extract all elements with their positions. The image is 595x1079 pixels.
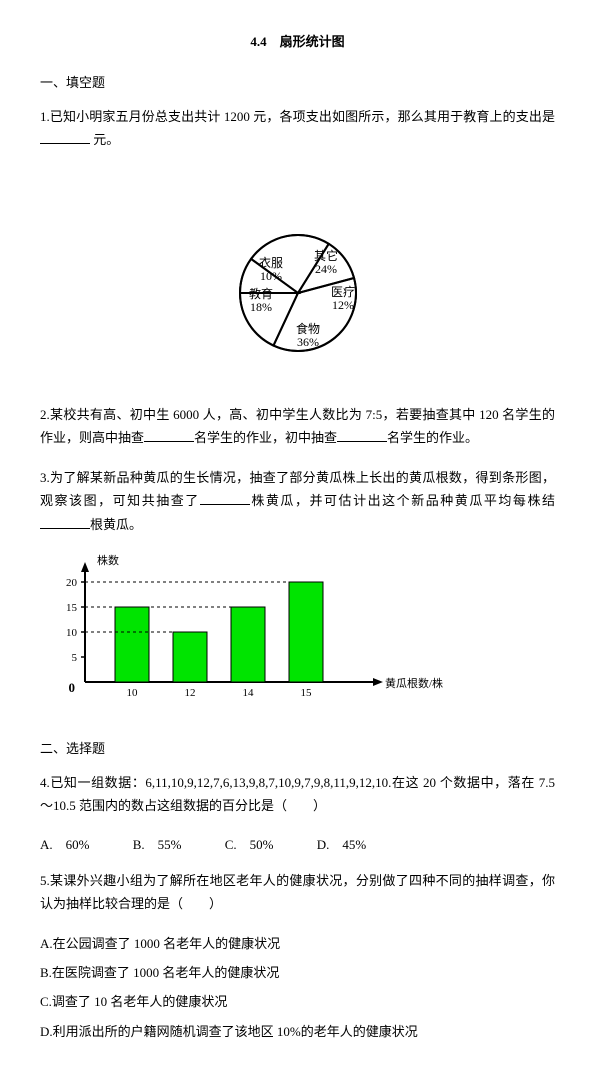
- svg-text:食物: 食物: [295, 321, 319, 336]
- q4-options: A. 60% B. 55% C. 50% D. 45%: [40, 833, 555, 856]
- svg-text:10%: 10%: [260, 269, 282, 283]
- svg-text:14: 14: [243, 687, 255, 699]
- q4-opt-a: A. 60%: [40, 833, 89, 856]
- q5-opt-a: A.在公园调查了 1000 名老年人的健康状况: [40, 932, 555, 955]
- question-5: 5.某课外兴趣小组为了解所在地区老年人的健康状况，分别做了四种不同的抽样调查，你…: [40, 869, 555, 916]
- svg-text:18%: 18%: [250, 300, 272, 314]
- question-3: 3.为了解某新品种黄瓜的生长情况，抽查了部分黄瓜株上长出的黄瓜根数，得到条形图，…: [40, 466, 555, 536]
- svg-text:教育: 教育: [248, 286, 272, 301]
- q4-opt-c: C. 50%: [225, 833, 274, 856]
- svg-text:株数: 株数: [97, 553, 119, 567]
- q1-text-b: 元。: [93, 132, 119, 147]
- q5-opt-d: D.利用派出所的户籍网随机调查了该地区 10%的老年人的健康状况: [40, 1020, 555, 1043]
- q2-c: 名学生的作业。: [387, 430, 478, 445]
- svg-text:10: 10: [127, 687, 139, 699]
- q4-opt-b: B. 55%: [133, 833, 182, 856]
- q2-blank-2: [337, 428, 387, 442]
- svg-text:36%: 36%: [297, 335, 319, 349]
- bar-chart: 株数 5 10 15 20 0 10 12 14 15 黄瓜根数/株: [40, 552, 555, 719]
- svg-text:5: 5: [72, 652, 78, 664]
- q3-blank-1: [200, 491, 250, 505]
- q1-text-a: 1.已知小明家五月份总支出共计 1200 元，各项支出如图所示，那么其用于教育上…: [40, 109, 555, 124]
- svg-text:20: 20: [66, 577, 78, 589]
- section-2-head: 二、选择题: [40, 737, 555, 760]
- q3-blank-2: [40, 515, 90, 529]
- svg-text:黄瓜根数/株: 黄瓜根数/株: [385, 676, 443, 690]
- question-1: 1.已知小明家五月份总支出共计 1200 元，各项支出如图所示，那么其用于教育上…: [40, 105, 555, 152]
- svg-text:12: 12: [185, 687, 196, 699]
- q4-opt-d: D. 45%: [317, 833, 366, 856]
- svg-text:15: 15: [301, 687, 313, 699]
- svg-text:15: 15: [66, 602, 78, 614]
- pie-chart: 衣服10%其它24%医疗12%食物36%教育18%: [40, 168, 555, 385]
- question-2: 2.某校共有高、初中生 6000 人，高、初中学生人数比为 7:5，若要抽查其中…: [40, 403, 555, 450]
- q3-c: 根黄瓜。: [90, 517, 142, 532]
- svg-text:医疗: 医疗: [330, 285, 354, 299]
- q5-opt-b: B.在医院调查了 1000 名老年人的健康状况: [40, 961, 555, 984]
- q1-blank: [40, 130, 90, 144]
- q5-opt-c: C.调查了 10 名老年人的健康状况: [40, 990, 555, 1013]
- svg-text:10: 10: [66, 627, 78, 639]
- svg-text:0: 0: [69, 680, 76, 695]
- section-1-head: 一、填空题: [40, 71, 555, 94]
- svg-text:24%: 24%: [315, 262, 337, 276]
- page-title: 4.4 扇形统计图: [40, 30, 555, 53]
- q2-blank-1: [144, 428, 194, 442]
- question-4: 4.已知一组数据：6,11,10,9,12,7,6,13,9,8,7,10,9,…: [40, 771, 555, 818]
- q2-b: 名学生的作业，初中抽查: [194, 430, 337, 445]
- svg-text:12%: 12%: [332, 298, 354, 312]
- q3-b: 株黄瓜，并可估计出这个新品种黄瓜平均每株结: [250, 493, 555, 508]
